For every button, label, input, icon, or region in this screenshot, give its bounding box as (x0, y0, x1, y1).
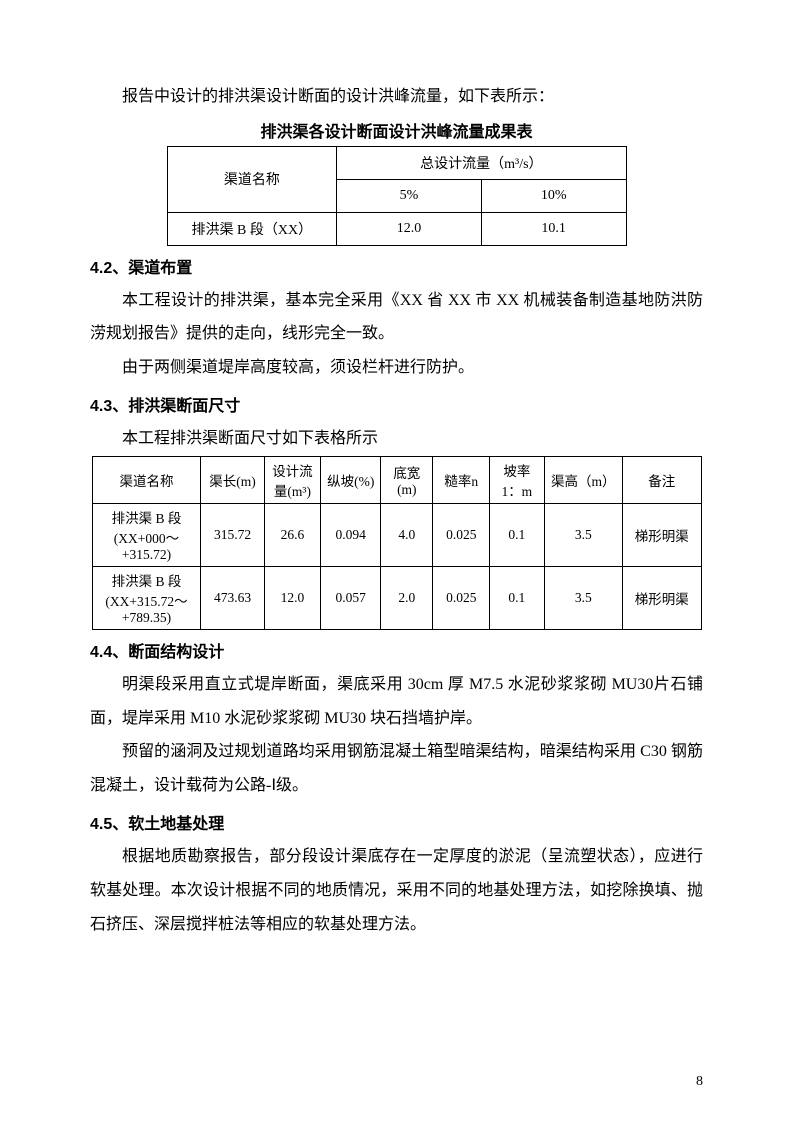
th-7: 渠高（m） (544, 456, 622, 503)
table-row: 排洪渠 B 段(XX+000～+315.72) 315.72 26.6 0.09… (92, 503, 701, 566)
para-4-5-1: 根据地质勘察报告，部分段设计渠底存在一定厚度的淤泥（呈流塑状态），应进行软基处理… (90, 840, 703, 941)
para-4-2-1: 本工程设计的排洪渠，基本完全采用《XX 省 XX 市 XX 机械装备制造基地防洪… (90, 284, 703, 351)
heading-4-3: 4.3、排洪渠断面尺寸 (90, 392, 703, 416)
th-0: 渠道名称 (92, 456, 201, 503)
th-5: 糙率n (433, 456, 490, 503)
heading-4-4: 4.4、断面结构设计 (90, 638, 703, 662)
th-1: 渠长(m) (201, 456, 264, 503)
td-1-2: 12.0 (264, 566, 321, 629)
para-4-4-2: 预留的涵洞及过规划道路均采用钢筋混凝土箱型暗渠结构，暗渠结构采用 C30 钢筋混… (90, 735, 703, 802)
td-1-1: 473.63 (201, 566, 264, 629)
table-row: 排洪渠 B 段(XX+315.72～+789.35) 473.63 12.0 0… (92, 566, 701, 629)
th-8: 备注 (623, 456, 702, 503)
td-1-3: 0.057 (321, 566, 381, 629)
cell-name: 排洪渠 B 段（XX） (167, 212, 337, 245)
cell-10: 10.1 (481, 212, 626, 245)
flow-table: 渠道名称 总设计流量（m³/s） 5% 10% 排洪渠 B 段（XX） 12.0… (167, 146, 627, 246)
td-1-0: 排洪渠 B 段(XX+315.72～+789.35) (92, 566, 201, 629)
para-4-4-1: 明渠段采用直立式堤岸断面，渠底采用 30cm 厚 M7.5 水泥砂浆浆砌 MU3… (90, 668, 703, 735)
table-header-row: 渠道名称 渠长(m) 设计流量(m³) 纵坡(%) 底宽(m) 糙率n 坡率1：… (92, 456, 701, 503)
para-4-2-2: 由于两侧渠道堤岸高度较高，须设栏杆进行防护。 (90, 351, 703, 385)
td-0-4: 4.0 (381, 503, 433, 566)
col-header-flow: 总设计流量（m³/s） (337, 146, 626, 179)
td-1-7: 3.5 (544, 566, 622, 629)
td-0-5: 0.025 (433, 503, 490, 566)
td-0-6: 0.1 (490, 503, 544, 566)
dimension-table: 渠道名称 渠长(m) 设计流量(m³) 纵坡(%) 底宽(m) 糙率n 坡率1：… (92, 456, 702, 630)
th-2: 设计流量(m³) (264, 456, 321, 503)
td-0-7: 3.5 (544, 503, 622, 566)
td-0-1: 315.72 (201, 503, 264, 566)
td-1-8: 梯形明渠 (623, 566, 702, 629)
td-1-6: 0.1 (490, 566, 544, 629)
td-1-5: 0.025 (433, 566, 490, 629)
th-6: 坡率1：m (490, 456, 544, 503)
table-row: 排洪渠 B 段（XX） 12.0 10.1 (167, 212, 626, 245)
th-3: 纵坡(%) (321, 456, 381, 503)
para-4-3-1: 本工程排洪渠断面尺寸如下表格所示 (90, 422, 703, 456)
td-0-2: 26.6 (264, 503, 321, 566)
document-page: 报告中设计的排洪渠设计断面的设计洪峰流量，如下表所示： 排洪渠各设计断面设计洪峰… (0, 0, 793, 1122)
page-number: 8 (696, 1074, 703, 1090)
heading-4-2: 4.2、渠道布置 (90, 254, 703, 278)
cell-5: 12.0 (337, 212, 482, 245)
td-0-3: 0.094 (321, 503, 381, 566)
td-1-4: 2.0 (381, 566, 433, 629)
td-0-0: 排洪渠 B 段(XX+000～+315.72) (92, 503, 201, 566)
col-header-5: 5% (337, 179, 482, 212)
intro-paragraph: 报告中设计的排洪渠设计断面的设计洪峰流量，如下表所示： (90, 80, 703, 114)
th-4: 底宽(m) (381, 456, 433, 503)
col-header-10: 10% (481, 179, 626, 212)
heading-4-5: 4.5、软土地基处理 (90, 810, 703, 834)
col-header-name: 渠道名称 (167, 146, 337, 212)
table1-title: 排洪渠各设计断面设计洪峰流量成果表 (90, 118, 703, 142)
td-0-8: 梯形明渠 (623, 503, 702, 566)
table-row: 渠道名称 总设计流量（m³/s） (167, 146, 626, 179)
